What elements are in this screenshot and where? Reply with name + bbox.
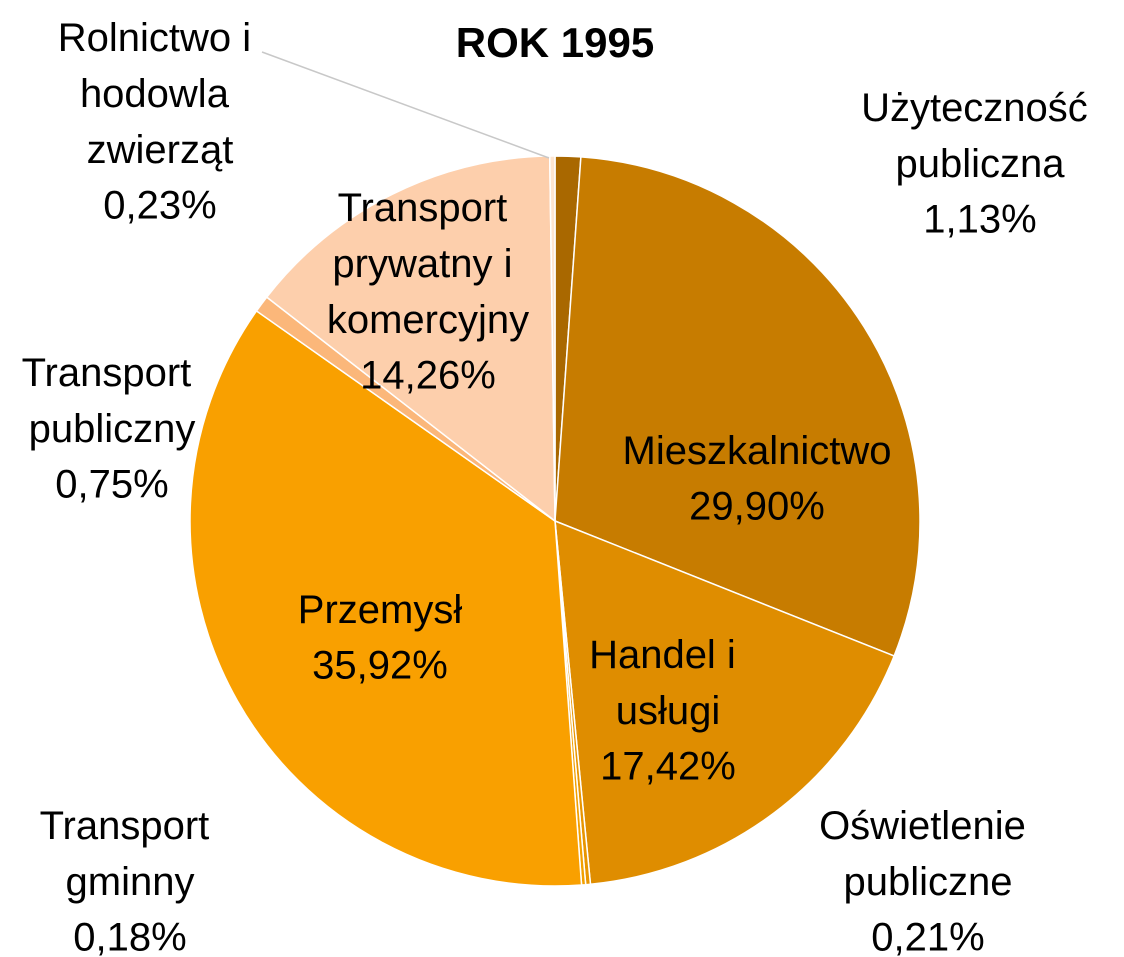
slice-label-line: zwierząt <box>87 128 234 172</box>
slice-label-line: Rolnictwo i <box>58 16 263 60</box>
slice-value-label: 14,26% <box>360 354 496 398</box>
slice-value-label: 0,21% <box>871 916 984 957</box>
slice-label-line: Transport <box>40 804 221 848</box>
slice-label-line: komercyjny <box>327 298 529 342</box>
slice-label-line: Mieszkalnictwo <box>623 429 892 473</box>
slice-label-line: Przemysł <box>298 588 463 632</box>
slice-label: Użyteczność publiczna <box>861 86 1099 186</box>
slice-value-label: 0,75% <box>55 463 168 507</box>
pie-slice <box>554 156 921 657</box>
slice-label-line: publiczna <box>895 142 1065 186</box>
pie-slice <box>189 309 583 887</box>
slice-label-line: Użyteczność <box>861 86 1099 130</box>
slice-label-line: Transport <box>22 351 203 395</box>
slice-value-label: 17,42% <box>600 745 736 789</box>
slice-label-line: publiczny <box>29 407 196 451</box>
slice-value-label: 0,18% <box>73 916 186 957</box>
slice-label: Przemysł <box>298 588 463 632</box>
slice-value-label: 35,92% <box>312 644 448 688</box>
slice-label-line: usługi <box>616 689 721 733</box>
slice-label-line: gminny <box>66 860 195 904</box>
slice-value-label: 0,23% <box>103 184 216 228</box>
chart-title: ROK 1995 <box>456 19 654 66</box>
slice-label-line: hodowla <box>80 72 240 116</box>
slice-label-line: Handel i <box>589 633 747 677</box>
slice-label-line: Transport <box>338 186 519 230</box>
slice-value-label: 1,13% <box>923 198 1036 242</box>
pie-slice <box>265 155 556 523</box>
slice-value-label: 29,90% <box>689 485 825 529</box>
slice-label: Transport publiczny <box>22 351 203 451</box>
slice-label: Rolnictwo i hodowla zwierząt <box>58 16 263 172</box>
pie-slice <box>554 519 896 886</box>
slice-label-line: publiczne <box>843 860 1012 904</box>
pie-slice <box>548 155 556 522</box>
slice-label-line: prywatny i <box>332 242 523 286</box>
slice-label: Mieszkalnictwo <box>623 429 892 473</box>
leader-line <box>261 51 550 159</box>
slice-label: Oświetlenie publiczne <box>819 804 1037 904</box>
slice-label: Handel i usługi <box>589 633 747 733</box>
slice-label-line: Oświetlenie <box>819 804 1037 848</box>
slice-label: Transport gminny <box>40 804 221 904</box>
slice-label: Transport prywatny i komercyjny <box>327 186 529 342</box>
